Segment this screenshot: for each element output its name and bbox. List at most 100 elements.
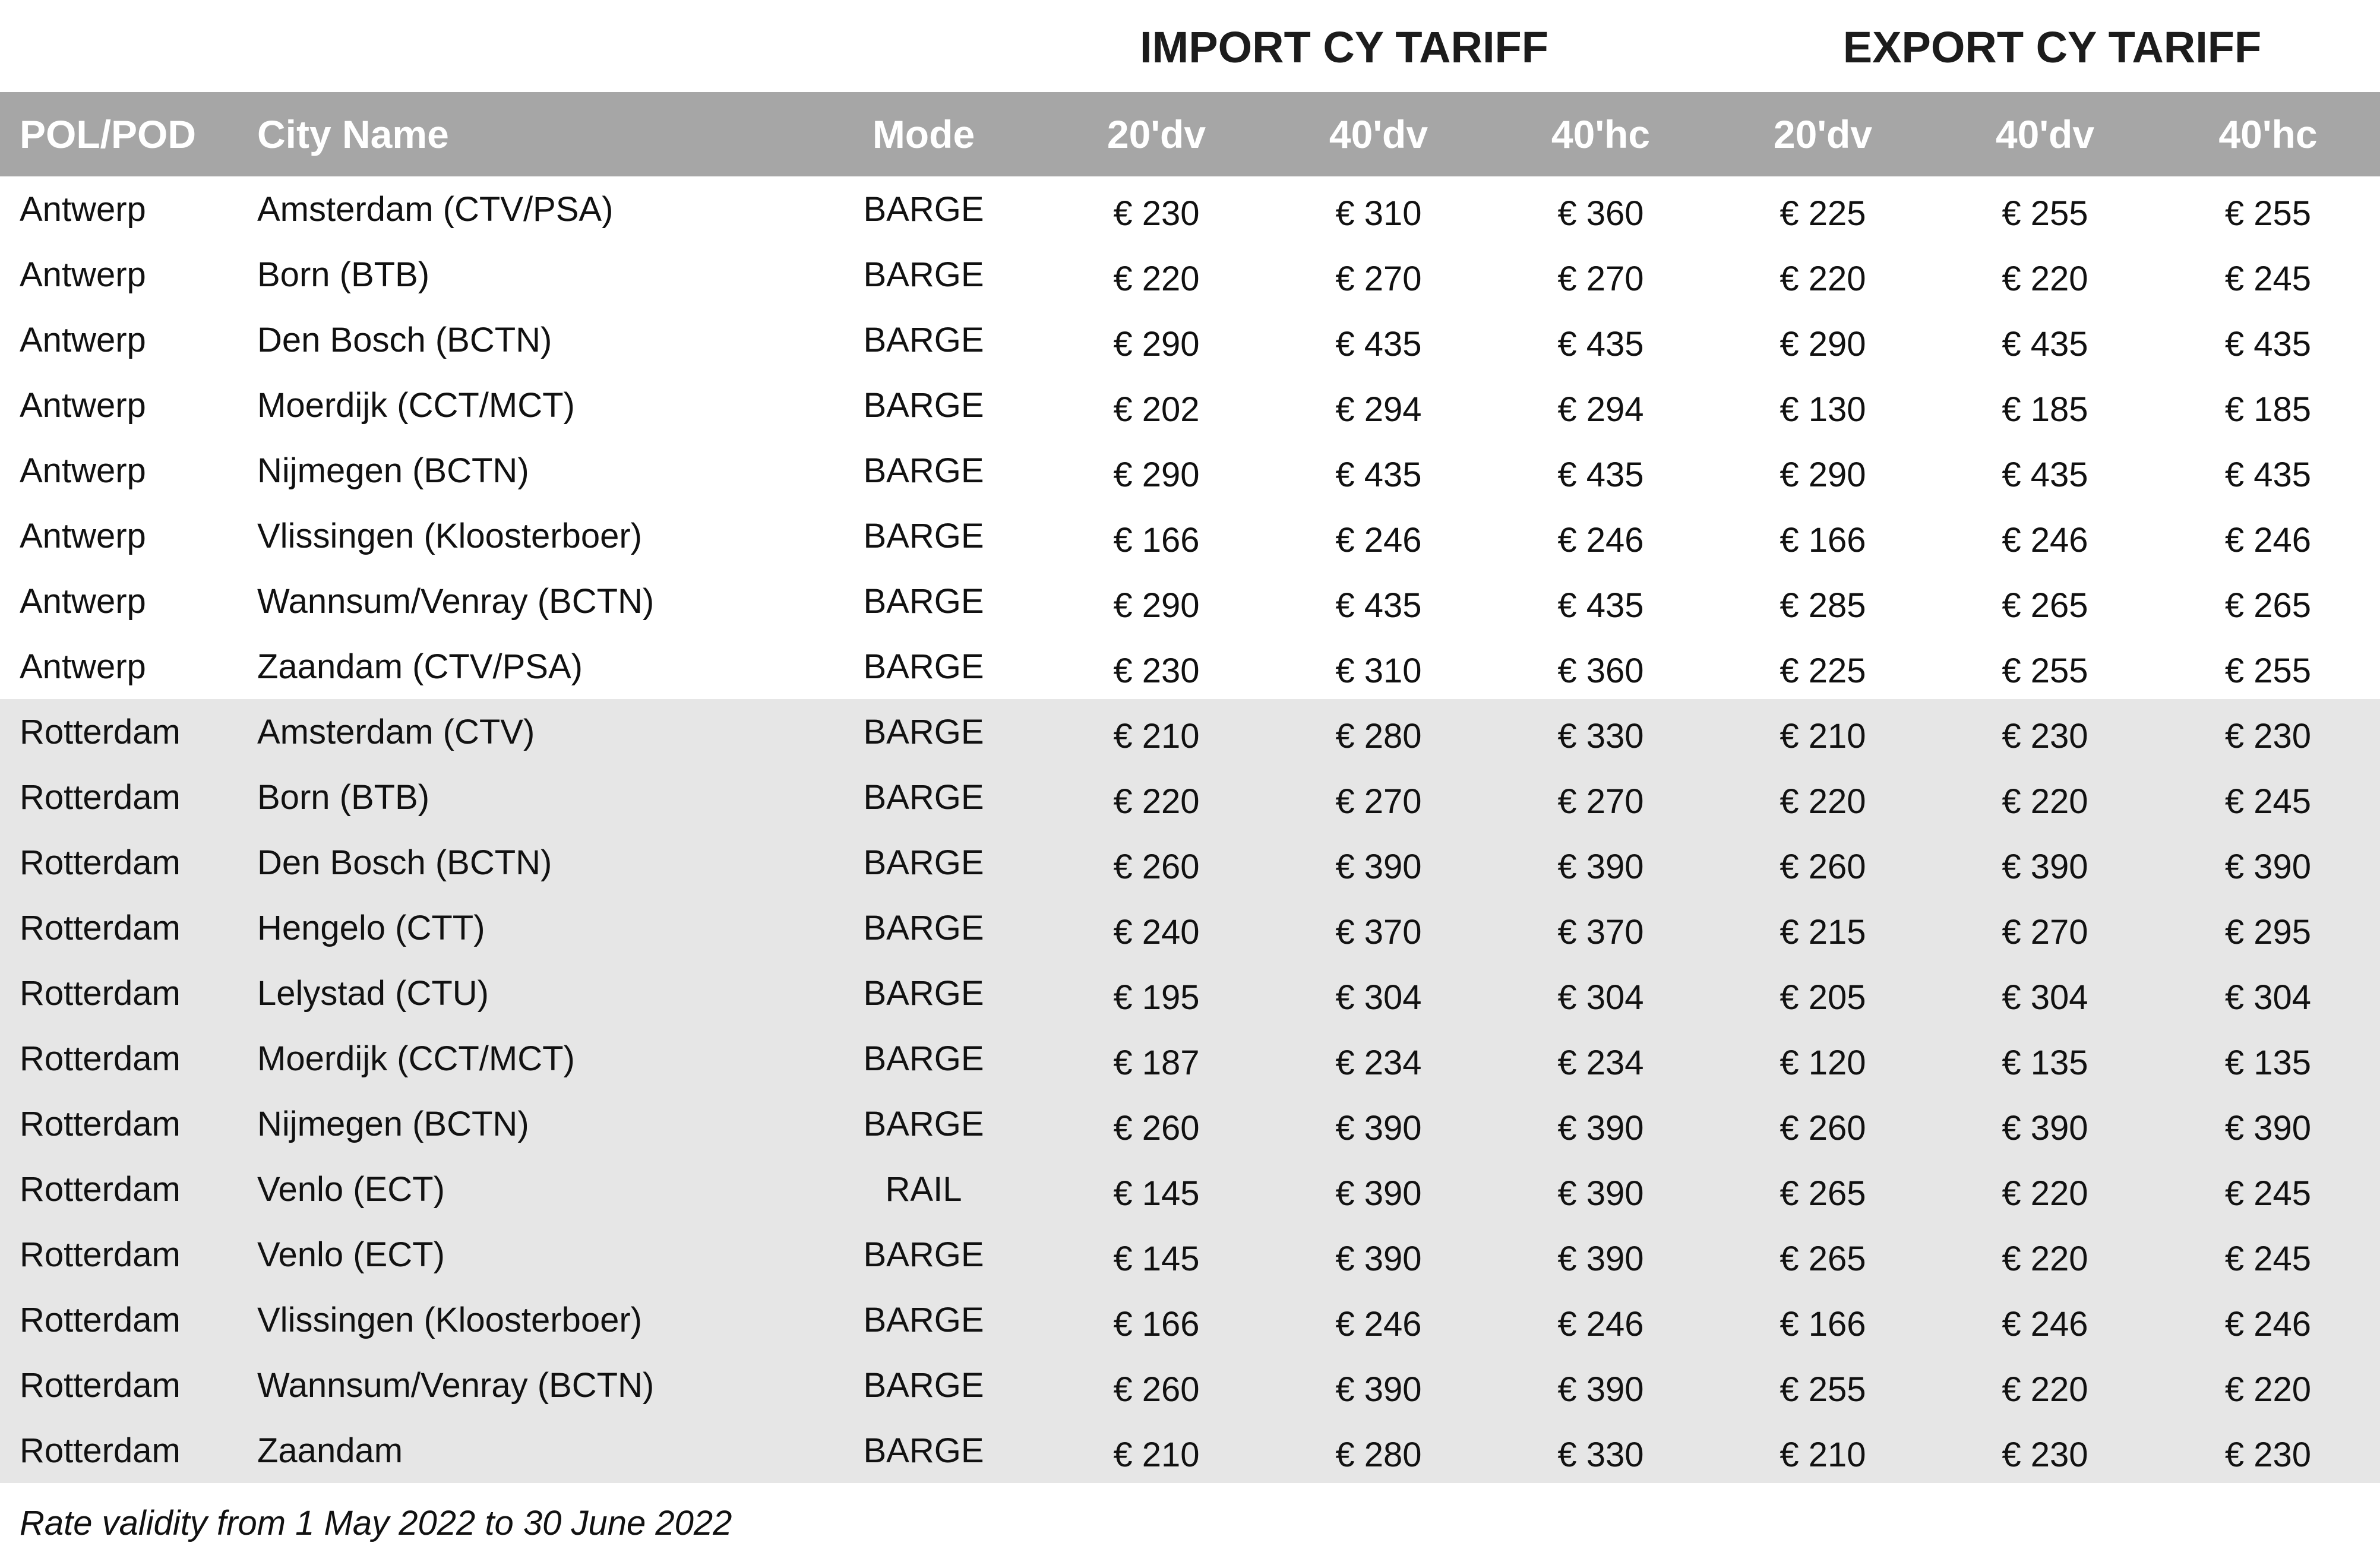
table-row: Antwerp Den Bosch (BCTN) BARGE € 290 € 435 € … — [0, 307, 2380, 372]
tariff-table: POL/POD City Name Mode 20'dv 40'dv 40'hc… — [0, 92, 2380, 1483]
cell-import-20dv: € 290 — [1113, 324, 1200, 363]
cell-city-name: Wannsum/Venray (BCTN) — [257, 581, 655, 621]
cell-export-40hc: € 220 — [2224, 1370, 2312, 1409]
cell-pol-pod: Antwerp — [20, 647, 146, 686]
cell-import-40hc: € 330 — [1557, 716, 1644, 755]
cell-city-name: Venlo (ECT) — [257, 1235, 445, 1274]
cell-export-40hc: € 185 — [2224, 390, 2312, 429]
cell-mode: BARGE — [863, 1431, 984, 1470]
cell-pol-pod: Rotterdam — [20, 1169, 181, 1209]
table-row: Rotterdam Amsterdam (CTV) BARGE € 210 € 280 €… — [0, 699, 2380, 764]
cell-import-40dv: € 435 — [1335, 324, 1422, 363]
cell-import-40hc: € 270 — [1557, 782, 1644, 821]
cell-export-40dv: € 220 — [2002, 1174, 2088, 1213]
table-row: Rotterdam Moerdijk (CCT/MCT) BARGE € 187 € 2… — [0, 1026, 2380, 1091]
cell-pol-pod: Antwerp — [20, 255, 146, 294]
cell-pol-pod: Antwerp — [20, 385, 146, 425]
table-row: Antwerp Zaandam (CTV/PSA) BARGE € 230 € 310 €… — [0, 634, 2380, 699]
cell-import-40hc: € 234 — [1557, 1043, 1644, 1082]
rate-validity-note: Rate validity from 1 May 2022 to 30 June… — [20, 1504, 732, 1542]
cell-export-20dv: € 260 — [1780, 847, 1866, 886]
cell-export-20dv: € 225 — [1780, 194, 1866, 233]
cell-export-40dv: € 390 — [2002, 847, 2088, 886]
cell-import-40hc: € 246 — [1557, 1304, 1644, 1343]
cell-export-40hc: € 255 — [2224, 651, 2312, 690]
cell-city-name: Lelystad (CTU) — [257, 973, 489, 1013]
table-row: Antwerp Vlissingen (Kloosterboer) BARGE € 1… — [0, 503, 2380, 568]
cell-pol-pod: Antwerp — [20, 581, 146, 621]
cell-mode: BARGE — [863, 908, 984, 947]
cell-export-40dv: € 390 — [2002, 1108, 2088, 1147]
cell-city-name: Moerdijk (CCT/MCT) — [257, 1039, 575, 1078]
cell-pol-pod: Rotterdam — [20, 1300, 181, 1339]
column-header-import-20dv: 20'dv — [1107, 112, 1206, 156]
table-row: Rotterdam Zaandam BARGE € 210 € 280 € 330 € 21… — [0, 1418, 2380, 1483]
cell-export-20dv: € 166 — [1780, 1304, 1866, 1343]
cell-export-40hc: € 245 — [2224, 1174, 2312, 1213]
cell-import-40dv: € 310 — [1335, 194, 1422, 233]
cell-import-20dv: € 220 — [1113, 782, 1200, 821]
cell-import-40dv: € 234 — [1335, 1043, 1422, 1082]
column-header-mode: Mode — [872, 112, 975, 156]
cell-import-20dv: € 260 — [1113, 1108, 1200, 1147]
cell-import-40dv: € 390 — [1335, 847, 1422, 886]
cell-pol-pod: Antwerp — [20, 516, 146, 555]
cell-city-name: Vlissingen (Kloosterboer) — [257, 1300, 642, 1339]
cell-export-40hc: € 245 — [2224, 1239, 2312, 1278]
cell-import-40dv: € 435 — [1335, 455, 1422, 494]
cell-export-40dv: € 304 — [2002, 978, 2088, 1017]
cell-export-20dv: € 285 — [1780, 586, 1866, 625]
cell-mode: BARGE — [863, 1300, 984, 1339]
table-row: Rotterdam Wannsum/Venray (BCTN) BARGE € 260… — [0, 1352, 2380, 1418]
cell-import-20dv: € 230 — [1113, 194, 1200, 233]
cell-import-20dv: € 195 — [1113, 978, 1200, 1017]
cell-export-40hc: € 230 — [2224, 1435, 2312, 1474]
cell-import-40hc: € 246 — [1557, 520, 1644, 559]
table-row: Rotterdam Venlo (ECT) BARGE € 145 € 390 € 390… — [0, 1222, 2380, 1287]
cell-export-20dv: € 120 — [1780, 1043, 1866, 1082]
cell-export-40hc: € 390 — [2224, 847, 2312, 886]
cell-import-20dv: € 202 — [1113, 390, 1200, 429]
cell-import-40dv: € 390 — [1335, 1108, 1422, 1147]
cell-city-name: Den Bosch (BCTN) — [257, 320, 552, 359]
cell-import-40dv: € 304 — [1335, 978, 1422, 1017]
cell-pol-pod: Rotterdam — [20, 712, 181, 751]
cell-pol-pod: Rotterdam — [20, 1365, 181, 1405]
cell-import-20dv: € 210 — [1113, 1435, 1200, 1474]
table-row: Rotterdam Vlissingen (Kloosterboer) BARGE €… — [0, 1287, 2380, 1352]
cell-export-40dv: € 220 — [2002, 259, 2088, 298]
cell-city-name: Born (BTB) — [257, 255, 430, 294]
cell-mode: BARGE — [863, 189, 984, 229]
cell-export-20dv: € 166 — [1780, 520, 1866, 559]
cell-import-40dv: € 390 — [1335, 1370, 1422, 1409]
cell-import-40dv: € 390 — [1335, 1174, 1422, 1213]
cell-mode: BARGE — [863, 843, 984, 882]
cell-import-40hc: € 390 — [1557, 1174, 1644, 1213]
cell-export-20dv: € 130 — [1780, 390, 1866, 429]
cell-import-40hc: € 435 — [1557, 586, 1644, 625]
column-header-row: POL/POD City Name Mode 20'dv 40'dv 40'hc… — [0, 92, 2380, 176]
cell-mode: BARGE — [863, 647, 984, 686]
cell-city-name: Venlo (ECT) — [257, 1169, 445, 1209]
cell-export-40dv: € 255 — [2002, 194, 2088, 233]
cell-mode: BARGE — [863, 1104, 984, 1143]
cell-export-40hc: € 246 — [2224, 1304, 2312, 1343]
cell-mode: BARGE — [863, 385, 984, 425]
cell-import-40hc: € 435 — [1557, 324, 1644, 363]
cell-pol-pod: Rotterdam — [20, 973, 181, 1013]
cell-export-40hc: € 435 — [2224, 324, 2312, 363]
cell-export-40hc: € 265 — [2224, 586, 2312, 625]
cell-export-40hc: € 304 — [2224, 978, 2312, 1017]
cell-export-20dv: € 290 — [1780, 324, 1866, 363]
cell-mode: BARGE — [863, 255, 984, 294]
tariff-table-body: Antwerp Amsterdam (CTV/PSA) BARGE € 230 € 31… — [0, 176, 2380, 1483]
cell-city-name: Nijmegen (BCTN) — [257, 1104, 529, 1143]
cell-import-40dv: € 390 — [1335, 1239, 1422, 1278]
cell-export-20dv: € 210 — [1780, 716, 1866, 755]
cell-import-40hc: € 304 — [1557, 978, 1644, 1017]
cell-import-40dv: € 270 — [1335, 782, 1422, 821]
cell-import-40dv: € 280 — [1335, 716, 1422, 755]
cell-export-40hc: € 255 — [2224, 194, 2312, 233]
cell-export-40dv: € 265 — [2002, 586, 2088, 625]
cell-mode: BARGE — [863, 1235, 984, 1274]
